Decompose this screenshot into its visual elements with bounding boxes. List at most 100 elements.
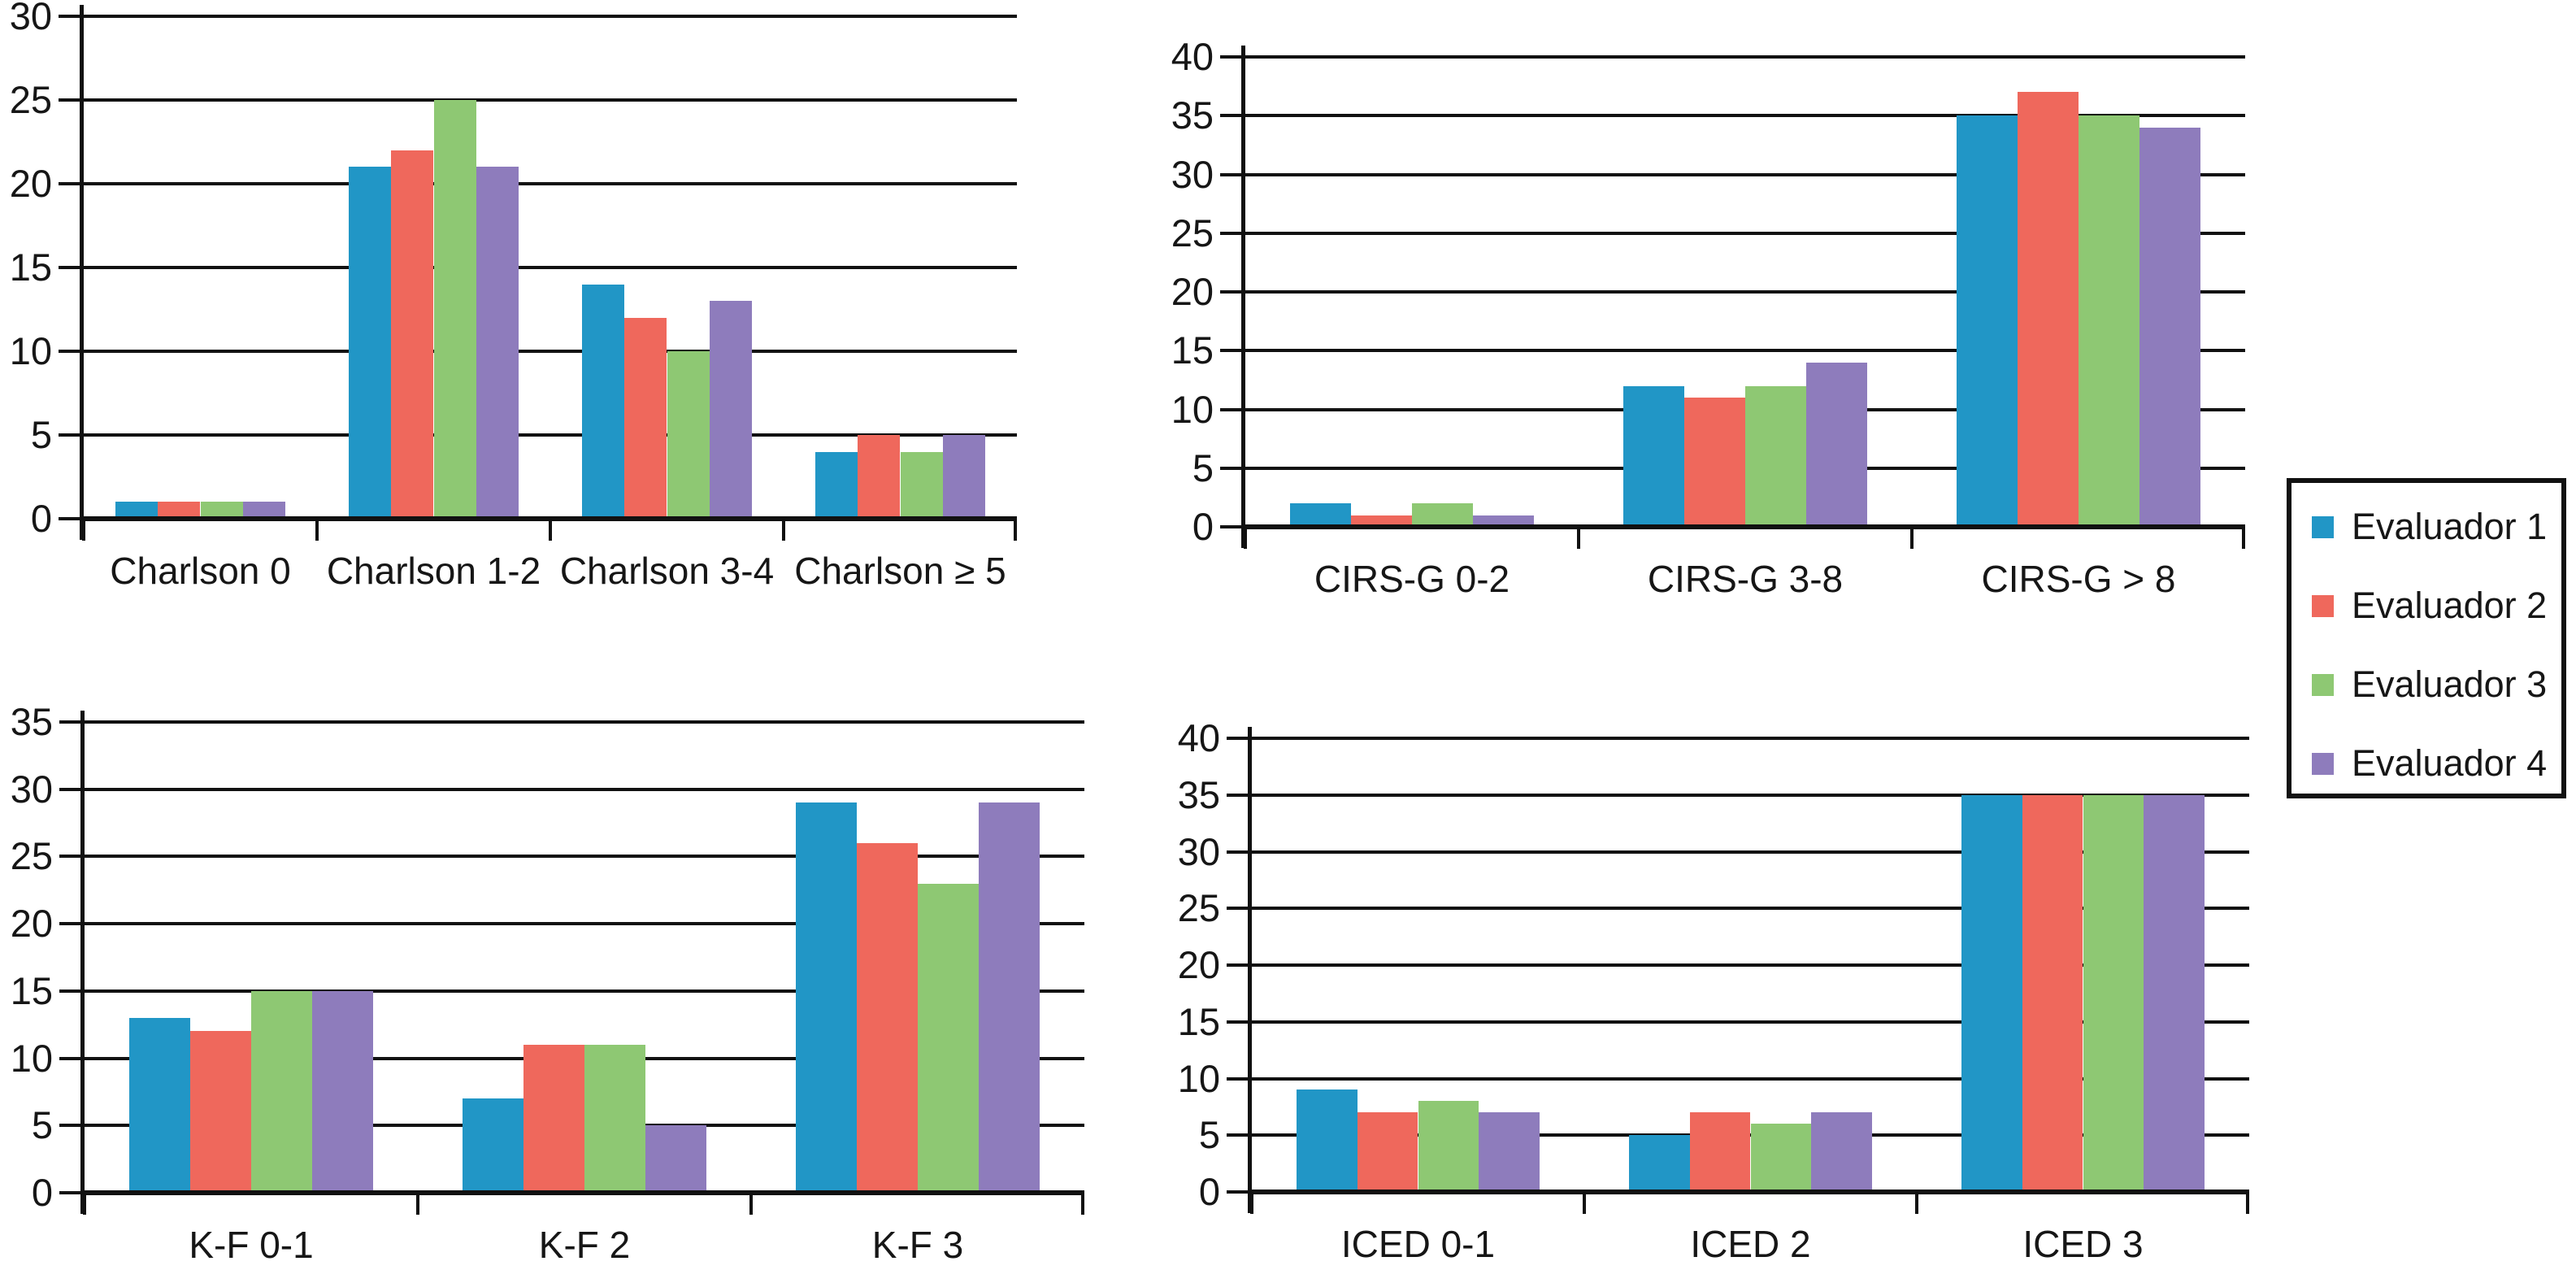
category-label: K-F 0-1 bbox=[189, 1224, 314, 1266]
y-tick-label: 5 bbox=[30, 413, 52, 456]
gridline bbox=[1252, 850, 2249, 854]
x-axis-tick bbox=[782, 521, 785, 541]
y-axis-tick bbox=[1220, 407, 1241, 411]
gridline bbox=[85, 720, 1084, 724]
y-tick-label: 30 bbox=[1171, 152, 1214, 196]
gridline bbox=[1245, 290, 2245, 294]
y-axis-tick bbox=[59, 1191, 80, 1194]
category-label: Charlson 0 bbox=[110, 550, 291, 592]
chart-iced: 0 5 10 15 20 25 30 35 40 ICED 0-1 ICED 2 ICED 3 bbox=[1178, 716, 2249, 1265]
bar-evaluador-2 bbox=[1684, 398, 1745, 527]
x-axis-line bbox=[1241, 524, 2245, 529]
y-axis-tick bbox=[1220, 114, 1241, 118]
legend-item: Evaluador 3 bbox=[2312, 665, 2547, 704]
x-axis-tick bbox=[82, 521, 85, 541]
bar-evaluador-2 bbox=[391, 150, 434, 519]
y-tick-label: 0 bbox=[30, 497, 52, 540]
x-axis-tick bbox=[1014, 521, 1017, 541]
x-axis-tick bbox=[315, 521, 319, 541]
bar-evaluador-4 bbox=[1805, 362, 1867, 527]
bar-evaluador-2 bbox=[857, 842, 918, 1193]
y-axis-tick bbox=[1227, 737, 1248, 740]
y-tick-label: 0 bbox=[1198, 1170, 1220, 1213]
gridline bbox=[85, 787, 1084, 791]
bar-evaluador-1 bbox=[129, 1017, 191, 1193]
category-label: K-F 3 bbox=[871, 1224, 964, 1266]
y-tick-label: 0 bbox=[1192, 505, 1214, 548]
gridline bbox=[84, 350, 1017, 353]
y-tick-label: 20 bbox=[1171, 270, 1214, 313]
y-axis-tick bbox=[59, 350, 80, 353]
y-tick-label: 10 bbox=[10, 1036, 53, 1080]
x-axis-tick bbox=[416, 1195, 419, 1215]
gridline bbox=[85, 989, 1084, 993]
x-axis-tick bbox=[1910, 529, 1914, 549]
y-axis-tick bbox=[59, 182, 80, 185]
y-axis-tick bbox=[1227, 793, 1248, 797]
y-tick-label: 25 bbox=[10, 834, 53, 878]
y-axis-tick bbox=[1227, 850, 1248, 854]
legend-item-label: Evaluador 2 bbox=[2352, 585, 2548, 626]
category-label: Charlson 3-4 bbox=[559, 550, 775, 592]
x-axis-tick bbox=[1915, 1194, 1918, 1214]
y-axis-tick bbox=[59, 720, 80, 724]
gridline bbox=[1245, 349, 2245, 353]
bar-evaluador-1 bbox=[1957, 115, 2018, 527]
y-axis-tick bbox=[1220, 466, 1241, 470]
y-tick-label: 35 bbox=[10, 700, 53, 743]
gridline bbox=[84, 433, 1017, 437]
gridline bbox=[1252, 1020, 2249, 1024]
y-axis-tick bbox=[59, 787, 80, 791]
x-axis-line bbox=[80, 516, 1017, 521]
bar-evaluador-4 bbox=[645, 1125, 706, 1193]
y-axis-tick bbox=[1220, 525, 1241, 528]
x-axis-tick bbox=[1244, 529, 1247, 549]
bar-evaluador-1 bbox=[1629, 1135, 1690, 1192]
legend-swatch-icon bbox=[2312, 673, 2334, 696]
category-label: ICED 0-1 bbox=[1340, 1223, 1496, 1265]
y-axis-tick bbox=[1220, 231, 1241, 235]
bar-evaluador-3 bbox=[251, 990, 312, 1193]
x-axis-tick bbox=[1583, 1194, 1586, 1214]
y-tick-label: 15 bbox=[1177, 999, 1220, 1043]
bar-evaluador-2 bbox=[2022, 794, 2083, 1192]
bar-evaluador-1 bbox=[815, 451, 858, 519]
legend-item-label: Evaluador 3 bbox=[2352, 663, 2548, 705]
y-tick-label: 25 bbox=[1171, 211, 1214, 254]
bar-evaluador-1 bbox=[581, 284, 625, 519]
bar-evaluador-4 bbox=[1811, 1112, 1872, 1192]
y-axis-tick bbox=[1220, 55, 1241, 59]
category-label: K-F 2 bbox=[538, 1224, 631, 1266]
x-axis-tick bbox=[83, 1195, 86, 1215]
y-tick-label: 30 bbox=[10, 767, 53, 811]
gridline bbox=[1245, 172, 2245, 176]
y-tick-label: 40 bbox=[1171, 35, 1214, 78]
x-axis-tick bbox=[1081, 1195, 1084, 1215]
legend-item-label: Evaluador 4 bbox=[2352, 742, 2548, 784]
y-axis-tick bbox=[1227, 907, 1248, 911]
y-axis-tick bbox=[1227, 1020, 1248, 1024]
bar-evaluador-1 bbox=[1623, 385, 1685, 527]
y-axis-tick bbox=[59, 855, 80, 859]
gridline bbox=[1245, 55, 2245, 59]
y-axis-tick bbox=[1227, 1190, 1248, 1194]
category-label: CIRS-G 3-8 bbox=[1647, 558, 1844, 600]
legend: Evaluador 1 Evaluador 2 Evaluador 3 Evaluad… bbox=[2287, 478, 2566, 798]
bar-evaluador-3 bbox=[2079, 115, 2139, 527]
y-axis-line bbox=[1241, 46, 1245, 548]
bar-evaluador-2 bbox=[1357, 1112, 1418, 1192]
legend-swatch-icon bbox=[2312, 752, 2334, 775]
y-tick-label: 10 bbox=[1177, 1056, 1220, 1100]
gridline bbox=[1245, 231, 2245, 235]
gridline bbox=[1252, 1076, 2249, 1081]
y-tick-label: 15 bbox=[1171, 328, 1214, 372]
x-axis-tick bbox=[1250, 1194, 1253, 1214]
chart-charlson: 0 5 10 15 20 25 30 Charlson 0 Charlson 1-2 Charls… bbox=[10, 0, 1017, 592]
y-axis-tick bbox=[59, 922, 80, 926]
bar-evaluador-2 bbox=[1689, 1112, 1751, 1192]
bar-evaluador-4 bbox=[709, 301, 753, 519]
bar-evaluador-3 bbox=[200, 502, 243, 519]
y-tick-label: 15 bbox=[10, 968, 53, 1012]
y-tick-label: 20 bbox=[10, 902, 53, 946]
gridline bbox=[84, 182, 1017, 185]
